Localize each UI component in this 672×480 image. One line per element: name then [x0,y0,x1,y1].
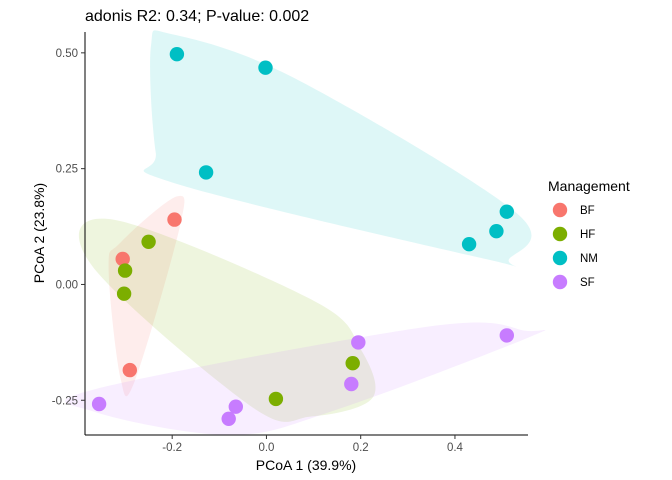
hull-layer [65,30,546,436]
point-nm-1 [169,47,185,62]
x-tick-label: 0.0 [258,442,274,454]
point-bf-1 [167,212,182,227]
hull-sf [65,322,546,436]
point-sf-5 [344,376,359,392]
point-sf-6 [499,328,514,343]
legend-key-nm [552,250,568,266]
point-bf-3 [122,362,137,378]
y-axis-ticks: -0.25 0.00 0.25 0.50 [52,48,85,407]
hull-hf [78,218,376,422]
point-nm-2 [258,60,273,75]
point-hf-5 [268,391,284,407]
legend-label-sf: SF [580,277,595,289]
point-layer [91,47,514,426]
point-hf-3 [116,286,132,301]
y-tick-label: 0.00 [56,279,78,291]
point-bf-2 [115,251,130,267]
point-nm-6 [461,237,477,252]
point-sf-2 [221,411,236,426]
legend-label-nm: NM [580,253,598,265]
x-tick-label: -0.2 [162,442,182,454]
y-tick-label: 0.50 [56,48,78,60]
y-tick-label: -0.25 [52,395,78,407]
legend-label-bf: BF [580,205,595,217]
x-tick-label: 0.4 [447,442,464,454]
legend-key-hf [552,226,568,242]
point-hf-1 [141,234,156,249]
x-axis-ticks: -0.2 0.0 0.2 0.4 [162,435,464,454]
legend-key-bf [552,202,568,218]
chart-title: adonis R2: 0.34; P-value: 0.002 [85,8,309,25]
hull-nm [143,30,532,267]
y-tick-label: 0.25 [56,164,78,176]
legend-key-sf [552,274,568,290]
legend: Management BF HF NM SF [548,178,630,290]
x-tick-label: 0.2 [353,442,369,454]
point-hf-2 [117,263,133,278]
point-nm-4 [499,204,514,219]
x-axis-label: PCoA 1 (39.9%) [256,457,356,473]
point-sf-4 [351,335,366,350]
point-nm-3 [198,165,214,180]
legend-label-hf: HF [580,229,595,241]
legend-title: Management [548,178,630,194]
point-nm-5 [489,224,504,239]
point-sf-1 [91,396,107,412]
hull-bf [108,195,185,397]
y-axis-label: PCoA 2 (23.8%) [31,183,47,283]
point-sf-3 [228,399,243,414]
point-hf-4 [345,356,360,371]
